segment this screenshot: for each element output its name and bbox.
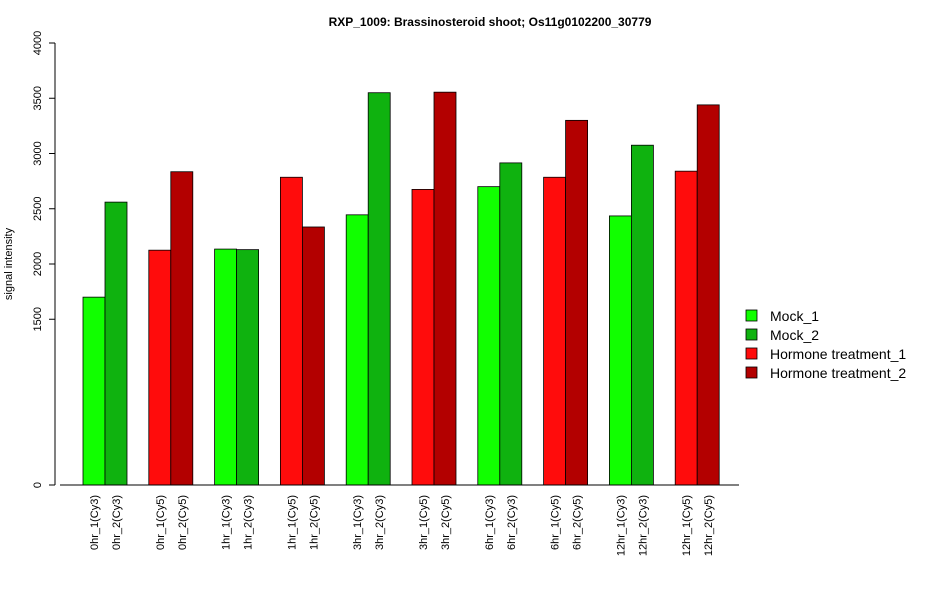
bar — [543, 176, 566, 486]
bar — [214, 248, 238, 486]
legend-swatch — [745, 347, 758, 360]
bar — [433, 91, 457, 486]
x-tick-label: 6hr_1(Cy5) — [550, 495, 562, 550]
bar — [499, 162, 523, 486]
x-tick-label: 1hr_2(Cy3) — [243, 495, 255, 550]
x-tick-labels: 0hr_1(Cy3) 0hr_2(Cy3) 0hr_1(Cy5) 0hr_2(Cy5)… — [89, 495, 715, 556]
legend-label: Hormone treatment_2 — [770, 365, 906, 381]
y-tick-label: 3000 — [32, 141, 44, 165]
legend-label: Mock_1 — [770, 308, 819, 324]
x-tick-label: 1hr_1(Cy5) — [286, 495, 298, 550]
bar — [104, 201, 128, 486]
bar — [301, 226, 325, 486]
x-tick-label: 6hr_1(Cy3) — [484, 495, 496, 550]
bar — [170, 171, 194, 486]
y-axis: 0 1500 2000 2500 3000 3500 4000 — [32, 31, 56, 488]
x-tick-label: 3hr_1(Cy5) — [418, 495, 430, 550]
x-tick-label: 1hr_2(Cy5) — [308, 495, 320, 550]
x-tick-label: 1hr_1(Cy3) — [221, 495, 233, 550]
y-tick-label: 1500 — [32, 307, 44, 331]
y-tick-label: 0 — [32, 482, 44, 488]
bars-group — [82, 91, 720, 486]
bar — [345, 214, 369, 486]
bar — [477, 186, 501, 486]
bar — [565, 119, 588, 486]
y-tick-label: 3500 — [32, 86, 44, 110]
x-tick-label: 3hr_1(Cy3) — [352, 495, 364, 550]
bar — [82, 296, 106, 486]
bar — [631, 144, 654, 486]
bar — [279, 176, 303, 486]
bar — [148, 249, 172, 486]
x-tick-label: 0hr_1(Cy5) — [155, 495, 167, 550]
legend-swatch — [745, 309, 758, 322]
y-tick-label: 2000 — [32, 252, 44, 276]
x-tick-label: 12hr_1(Cy5) — [681, 495, 693, 556]
x-tick-label: 12hr_2(Cy5) — [703, 495, 715, 556]
y-tick-label: 4000 — [32, 31, 44, 55]
x-tick-label: 3hr_2(Cy3) — [374, 495, 386, 550]
y-tick-label: 2500 — [32, 197, 44, 221]
legend-label: Hormone treatment_1 — [770, 346, 906, 362]
x-tick-label: 3hr_2(Cy5) — [440, 495, 452, 550]
legend: Mock_1 Mock_2 Hormone treatment_1 Hormone t… — [745, 308, 906, 381]
legend-swatch — [745, 366, 758, 379]
x-tick-label: 6hr_2(Cy3) — [506, 495, 518, 550]
chart-title: RXP_1009: Brassinosteroid shoot; Os11g01… — [329, 15, 652, 29]
x-tick-label: 12hr_2(Cy3) — [637, 495, 649, 556]
bar — [674, 170, 698, 486]
legend-label: Mock_2 — [770, 327, 819, 343]
legend-swatch — [745, 328, 758, 341]
x-tick-label: 12hr_1(Cy3) — [615, 495, 627, 556]
bar — [236, 249, 260, 486]
x-tick-label: 0hr_2(Cy3) — [111, 495, 123, 550]
bar — [411, 189, 435, 486]
bar — [367, 92, 391, 486]
y-axis-label: signal intensity — [3, 227, 15, 300]
x-tick-label: 0hr_2(Cy5) — [177, 495, 189, 550]
bar — [609, 215, 632, 486]
x-tick-label: 0hr_1(Cy3) — [89, 495, 101, 550]
bar — [696, 104, 720, 486]
x-tick-label: 6hr_2(Cy5) — [572, 495, 584, 550]
